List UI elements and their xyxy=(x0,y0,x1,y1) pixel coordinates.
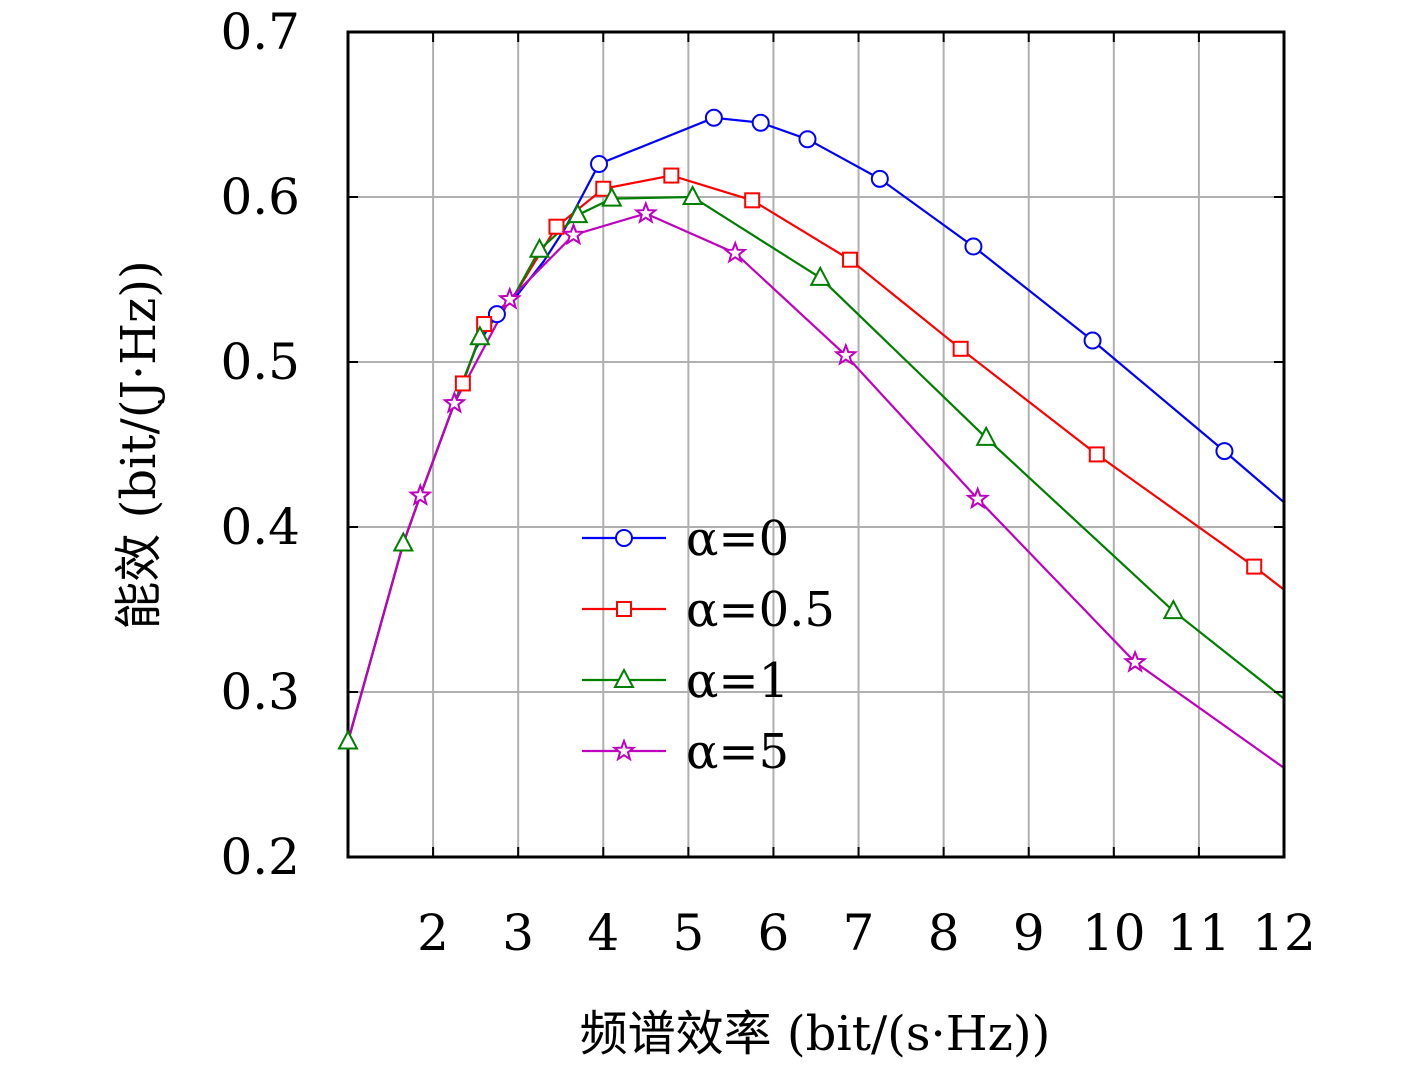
x-tick-label: 5 xyxy=(672,904,704,962)
y-tick-label: 0.3 xyxy=(220,663,300,721)
series-3 xyxy=(348,212,1284,769)
data-point-triangle xyxy=(469,325,491,346)
data-point-triangle xyxy=(337,729,359,750)
data-point-triangle xyxy=(1162,599,1185,620)
data-point-triangle xyxy=(567,203,589,224)
marker-layer xyxy=(337,108,1263,750)
y-axis-title: 能效 (bit/(J·Hz)) xyxy=(111,260,167,629)
data-point-square xyxy=(842,251,859,268)
data-point-square xyxy=(744,192,761,209)
data-point-triangle xyxy=(601,186,623,207)
x-tick-label: 6 xyxy=(758,904,790,962)
data-point-square xyxy=(616,601,632,617)
data-point-circle xyxy=(1083,331,1102,350)
data-point-square xyxy=(548,218,565,235)
data-point-circle xyxy=(870,169,889,188)
data-point-star xyxy=(1122,649,1148,673)
x-axis-title: 频谱效率 (bit/(s·Hz)) xyxy=(580,1006,1051,1062)
y-tick-label: 0.5 xyxy=(220,333,300,391)
data-point-square xyxy=(454,375,471,392)
data-point-circle xyxy=(964,237,983,256)
data-point-circle xyxy=(751,113,770,132)
legend-item: α=0 xyxy=(582,511,789,567)
legend: α=0 α=0.5 α=1 α=5 xyxy=(582,511,835,780)
x-tick-label: 2 xyxy=(417,904,449,962)
series-line xyxy=(348,116,1284,742)
legend-item: α=1 xyxy=(582,653,789,709)
series-group xyxy=(348,116,1284,769)
data-point-circle xyxy=(798,130,817,149)
data-point-star xyxy=(497,286,522,310)
data-point-star xyxy=(633,200,659,224)
series-1 xyxy=(348,174,1284,742)
y-tick-label: 0.6 xyxy=(220,168,300,226)
data-point-circle xyxy=(615,529,633,547)
y-tick-label: 0.7 xyxy=(220,3,300,61)
data-point-star xyxy=(833,342,859,366)
series-line xyxy=(348,212,1284,769)
data-point-star xyxy=(561,222,586,246)
plot-frame xyxy=(346,30,1286,859)
x-tick-label: 12 xyxy=(1252,904,1316,962)
axis-ticks: 2 3 4 5 6 7 8 9 10 11 12 0.2 0.3 0.4 0.5 0.6 0.7 xyxy=(220,3,1315,962)
data-point-triangle xyxy=(975,425,997,446)
legend-item: α=5 xyxy=(582,724,789,780)
legend-item: α=0.5 xyxy=(582,582,835,638)
data-point-triangle xyxy=(681,184,704,205)
legend-label: α=0 xyxy=(686,511,789,567)
data-point-star xyxy=(611,738,637,762)
data-point-circle xyxy=(487,305,506,324)
data-point-triangle xyxy=(809,265,831,286)
data-point-square xyxy=(663,167,680,184)
x-tick-label: 9 xyxy=(1013,904,1045,962)
data-point-star xyxy=(965,485,990,510)
legend-label: α=1 xyxy=(686,653,789,709)
data-point-star xyxy=(408,482,433,507)
data-point-square xyxy=(1088,446,1105,463)
data-point-star xyxy=(722,240,748,264)
x-tick-label: 3 xyxy=(502,904,534,962)
data-point-triangle xyxy=(392,531,414,552)
x-tick-label: 7 xyxy=(843,904,875,962)
y-tick-label: 0.4 xyxy=(220,498,300,556)
data-point-triangle xyxy=(613,667,635,688)
data-point-triangle xyxy=(528,237,551,258)
series-line xyxy=(348,174,1284,742)
data-point-square xyxy=(1246,558,1263,575)
y-tick-label: 0.2 xyxy=(220,828,300,886)
x-tick-label: 10 xyxy=(1082,904,1146,962)
grid-lines xyxy=(348,31,1285,858)
data-point-circle xyxy=(1215,442,1234,461)
x-tick-label: 11 xyxy=(1167,904,1231,962)
data-point-circle xyxy=(704,108,723,127)
x-tick-label: 8 xyxy=(928,904,960,962)
legend-label: α=0.5 xyxy=(686,582,835,638)
data-point-star xyxy=(442,390,467,414)
data-point-circle xyxy=(590,155,609,173)
data-point-square xyxy=(952,340,969,357)
series-0 xyxy=(348,116,1284,742)
data-point-square xyxy=(595,180,612,197)
legend-label: α=5 xyxy=(686,724,789,780)
x-tick-label: 4 xyxy=(587,904,619,962)
